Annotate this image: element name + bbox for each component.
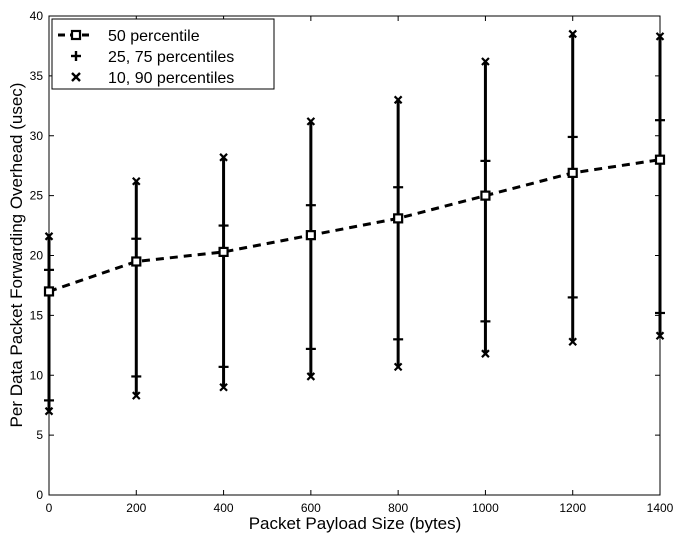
x-tick-label: 0 [46, 501, 53, 515]
quartile-marker [305, 200, 316, 211]
decile-marker-b [132, 391, 141, 400]
decile-marker-b [306, 117, 316, 126]
quartile-marker [131, 371, 142, 382]
legend-box [51, 18, 275, 90]
decile-marker-b [568, 337, 577, 346]
quartile-marker [567, 131, 578, 142]
quartile-marker [44, 264, 54, 275]
decile-marker-b [393, 362, 403, 372]
median-marker [654, 154, 666, 165]
decile-marker-b [219, 382, 228, 392]
quartile-marker [131, 233, 142, 244]
median-marker [393, 213, 404, 224]
decile-marker [132, 176, 141, 186]
decile-marker-b [219, 153, 228, 162]
median-marker [218, 246, 229, 258]
y-tick-label: 30 [30, 129, 44, 143]
quartile-marker [393, 182, 404, 193]
legend-label-50: 50 percentile [108, 28, 200, 45]
median-marker [567, 167, 578, 178]
legend: 50 percentile 25, 75 percentiles 10, 90 … [51, 18, 275, 90]
decile-marker-b [481, 349, 490, 358]
y-tick-label: 5 [36, 428, 43, 442]
decile-marker [568, 29, 577, 39]
median-marker [305, 230, 316, 241]
decile-marker-b [306, 372, 316, 381]
decile-marker-b [655, 331, 665, 341]
decile-marker [393, 95, 403, 105]
x-tick-label: 400 [214, 501, 234, 515]
decile-marker [655, 331, 665, 341]
decile-marker [568, 337, 577, 346]
quartile-marker [480, 316, 491, 327]
x-axis-title: Packet Payload Size (bytes) [249, 514, 462, 533]
median-marker [131, 256, 142, 267]
quartile-marker [305, 343, 316, 354]
y-tick-label: 20 [30, 249, 44, 263]
quartile-marker [655, 115, 665, 126]
y-tick-label: 25 [30, 189, 44, 203]
decile-marker [393, 362, 403, 372]
y-tick-label: 35 [30, 69, 44, 83]
legend-marker-10-90 [71, 72, 81, 82]
decile-marker-b [655, 32, 665, 41]
quartile-marker [218, 361, 229, 372]
axis-ticks: 0 200 400 600 800 1000 1200 1400 0 5 10 15 20 25 30 35 4… [30, 9, 674, 515]
decile-marker [132, 391, 141, 400]
quartile-marker [393, 334, 404, 345]
decile-marker [219, 153, 228, 162]
median-marker [480, 190, 491, 201]
x-tick-label: 600 [301, 501, 321, 515]
legend-marker-25-75 [71, 51, 81, 61]
decile-marker [306, 117, 316, 126]
quartile-marker [44, 395, 54, 406]
chart-marks [43, 29, 666, 416]
x-tick-label: 1400 [647, 501, 674, 515]
y-tick-label: 0 [36, 488, 43, 502]
x-tick-label: 200 [126, 501, 146, 515]
decile-marker [481, 349, 490, 358]
y-tick-label: 10 [30, 368, 44, 382]
median-marker [43, 286, 55, 297]
decile-marker [481, 57, 490, 66]
decile-marker-b [44, 406, 54, 416]
decile-marker [306, 372, 316, 381]
quartile-marker [655, 307, 665, 318]
y-tick-label: 40 [30, 9, 44, 23]
x-tick-label: 1000 [472, 501, 499, 515]
decile-marker [44, 232, 54, 241]
decile-marker-b [44, 232, 54, 241]
decile-marker [655, 32, 665, 41]
decile-marker [44, 406, 54, 416]
decile-marker-b [568, 29, 577, 39]
decile-marker-b [132, 176, 141, 186]
quartile-marker [567, 292, 578, 303]
decile-marker-b [481, 57, 490, 66]
legend-marker-50 [70, 29, 82, 41]
legend-label-10-90: 10, 90 percentiles [108, 70, 234, 87]
quartile-marker [218, 220, 229, 231]
y-axis-title: Per Data Packet Forwarding Overhead (use… [7, 83, 26, 428]
y-tick-label: 15 [30, 308, 44, 322]
x-tick-label: 800 [388, 501, 408, 515]
quartile-marker [480, 155, 491, 166]
legend-label-25-75: 25, 75 percentiles [108, 49, 234, 66]
decile-marker-b [393, 95, 403, 105]
median-line [48, 158, 661, 293]
x-tick-label: 1200 [559, 501, 586, 515]
decile-marker [219, 382, 228, 392]
